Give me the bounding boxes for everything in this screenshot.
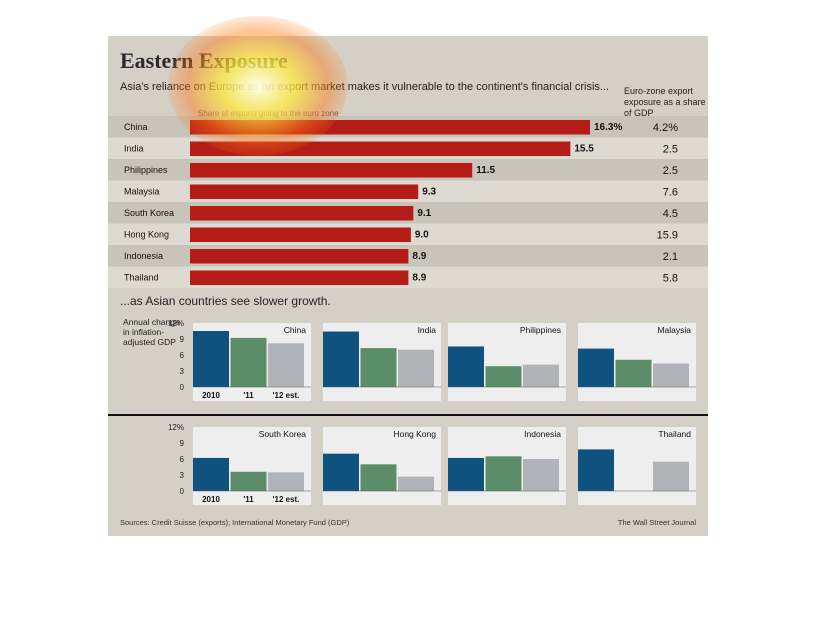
bar-value-label: 15.5 (574, 144, 594, 155)
panel-title: China (284, 325, 306, 335)
gdp-bar (485, 456, 522, 491)
bar-axis-label: Share of exports going to the euro zone (198, 109, 339, 118)
bar-value-label: 9.0 (415, 230, 429, 241)
side-value: 4.2% (653, 122, 678, 134)
gdp-bar (523, 459, 559, 491)
y-tick-label: 6 (180, 455, 185, 464)
side-value: 4.5 (663, 208, 678, 220)
side-value: 5.8 (663, 273, 678, 285)
category-label: Malaysia (124, 187, 160, 197)
gdp-bar (193, 331, 229, 387)
gdp-bar (268, 472, 304, 491)
gdp-bar (653, 363, 689, 387)
side-value: 15.9 (657, 230, 678, 242)
panel-title: Indonesia (524, 429, 561, 439)
gdp-bar (398, 476, 434, 491)
gdp-bar (323, 453, 359, 491)
gdp-bar (230, 471, 267, 491)
gdp-bar (230, 337, 267, 387)
x-tick-label: '12 est. (273, 391, 300, 400)
category-label: India (124, 144, 144, 154)
y-tick-label: 9 (180, 439, 185, 448)
y-tick-label: 0 (180, 383, 185, 392)
gdp-bar (398, 349, 434, 387)
side-column-header: Euro-zone export exposure as a share of … (624, 86, 706, 118)
bar (190, 249, 409, 264)
growth-section-title: ...as Asian countries see slower growth. (120, 294, 331, 308)
side-value: 2.1 (663, 251, 678, 263)
bar-value-label: 9.1 (417, 208, 431, 219)
chart-panel: Eastern Exposure Asia's reliance on Euro… (108, 16, 708, 536)
x-tick-label: '11 (243, 391, 254, 400)
y-tick-label: 9 (180, 335, 185, 344)
growth-y-axis-label: Annual change in inflation-adjusted GDP (123, 317, 180, 347)
category-label: Hong Kong (124, 230, 169, 240)
bar (190, 206, 414, 221)
gdp-bar (485, 366, 522, 387)
category-label: Thailand (124, 273, 159, 283)
gdp-bar (653, 461, 689, 491)
panel-title: Malaysia (657, 325, 691, 335)
bar (190, 270, 409, 285)
gdp-bar (268, 343, 304, 387)
bar (190, 184, 419, 199)
gdp-bar (360, 348, 397, 387)
category-label: Philippines (124, 165, 168, 175)
y-tick-label: 0 (180, 487, 185, 496)
bar-value-label: 8.9 (412, 251, 426, 262)
y-tick-label: 3 (180, 367, 185, 376)
bar (190, 227, 411, 242)
x-tick-label: '12 est. (273, 495, 300, 504)
category-label: China (124, 122, 148, 132)
publisher-credit: The Wall Street Journal (617, 518, 696, 527)
gdp-bar (578, 348, 614, 387)
bar (190, 141, 571, 156)
panel-title: South Korea (259, 429, 307, 439)
bar-value-label: 16.3% (594, 122, 622, 133)
side-value: 7.6 (663, 187, 678, 199)
x-tick-label: 2010 (202, 391, 220, 400)
gdp-bar (360, 464, 397, 491)
category-label: South Korea (124, 208, 174, 218)
panel-title: India (418, 325, 437, 335)
panel-title: Thailand (658, 429, 691, 439)
bar (190, 163, 473, 178)
y-tick-label: 3 (180, 471, 185, 480)
y-tick-label: 12% (168, 423, 184, 432)
y-tick-label: 12% (168, 319, 184, 328)
gdp-bar (523, 364, 559, 387)
bar-value-label: 8.9 (412, 273, 426, 284)
panel-title: Philippines (520, 325, 561, 335)
panel-title: Hong Kong (393, 429, 436, 439)
horizontal-rule (108, 414, 708, 416)
category-label: Indonesia (124, 251, 163, 261)
y-tick-label: 6 (180, 351, 185, 360)
bar-value-label: 9.3 (422, 187, 436, 198)
bar (190, 120, 590, 135)
gdp-bar (448, 457, 484, 491)
gdp-bar (448, 346, 484, 387)
gdp-bar (323, 331, 359, 387)
x-tick-label: '11 (243, 495, 254, 504)
gdp-bar (578, 449, 614, 491)
gdp-bar (615, 359, 652, 387)
source-note: Sources: Credit Suisse (exports); Intern… (120, 518, 350, 527)
x-tick-label: 2010 (202, 495, 220, 504)
bar-value-label: 11.5 (476, 165, 495, 176)
side-value: 2.5 (663, 165, 678, 177)
side-value: 2.5 (663, 144, 678, 156)
gdp-bar (193, 457, 229, 491)
